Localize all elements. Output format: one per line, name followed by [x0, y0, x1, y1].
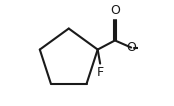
- Text: F: F: [97, 66, 104, 79]
- Text: O: O: [110, 4, 120, 17]
- Text: O: O: [126, 41, 136, 54]
